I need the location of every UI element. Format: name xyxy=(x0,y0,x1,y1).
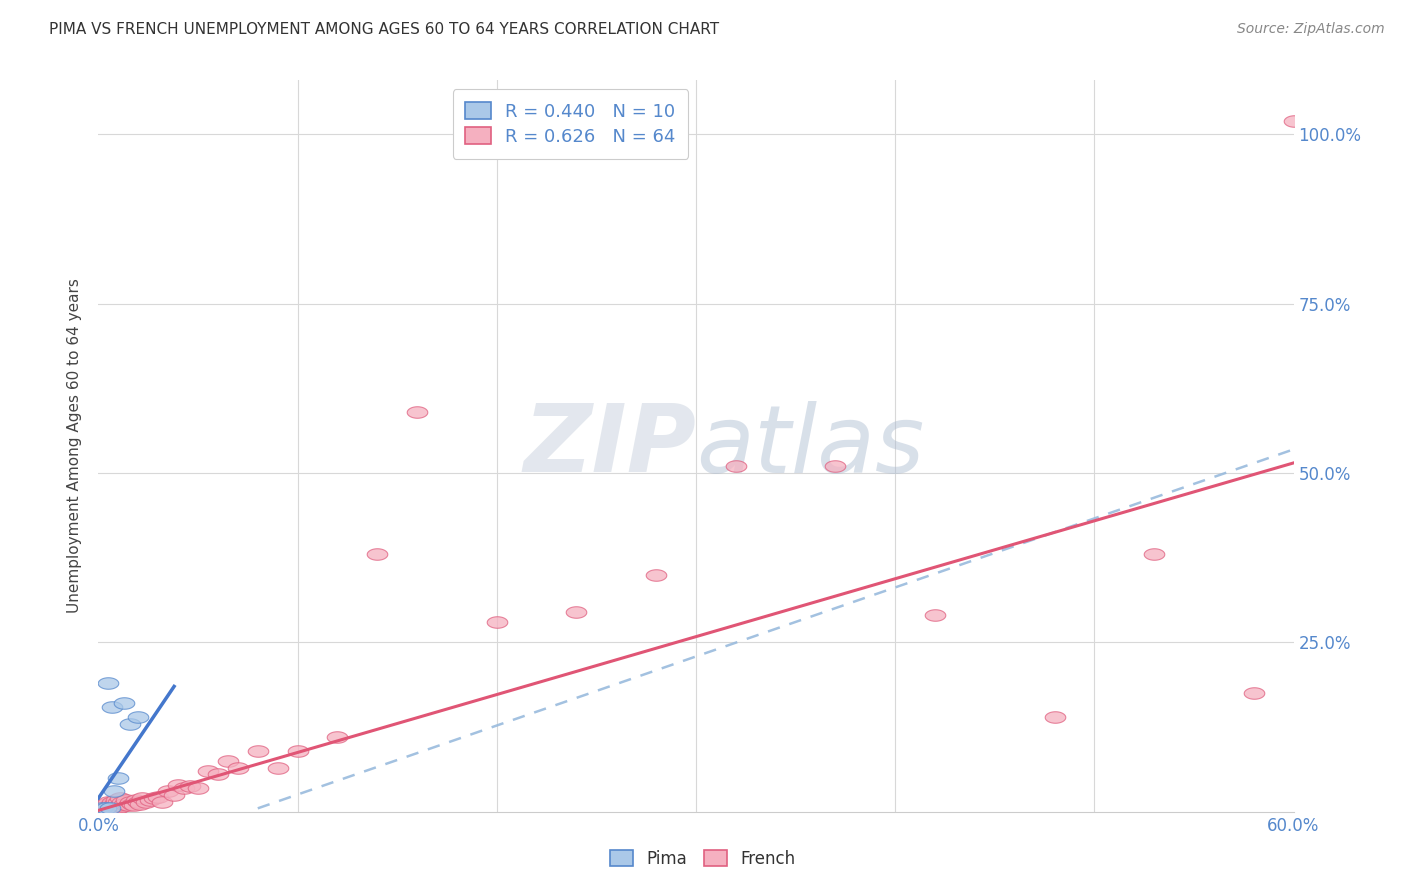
Point xyxy=(485,615,508,629)
Point xyxy=(217,754,239,768)
Point xyxy=(111,795,134,809)
Point xyxy=(226,761,249,775)
Point xyxy=(197,764,219,778)
Point xyxy=(101,699,124,714)
Point xyxy=(91,801,114,815)
Point xyxy=(127,710,149,724)
Point xyxy=(105,792,128,806)
Point xyxy=(96,802,118,816)
Legend: R = 0.440   N = 10, R = 0.626   N = 64: R = 0.440 N = 10, R = 0.626 N = 64 xyxy=(453,89,688,159)
Legend: Pima, French: Pima, French xyxy=(603,844,803,875)
Point xyxy=(267,761,290,775)
Point xyxy=(97,795,120,809)
Point xyxy=(97,800,120,814)
Point xyxy=(135,795,157,809)
Point xyxy=(1143,547,1166,561)
Point xyxy=(93,797,115,812)
Point xyxy=(179,779,201,793)
Point xyxy=(645,567,668,582)
Point xyxy=(103,784,125,798)
Point xyxy=(924,608,946,623)
Point xyxy=(115,792,138,806)
Point xyxy=(724,459,747,474)
Point xyxy=(173,780,195,795)
Point xyxy=(120,795,142,809)
Point xyxy=(326,730,349,744)
Point xyxy=(366,547,388,561)
Point xyxy=(96,801,118,815)
Point xyxy=(110,797,132,812)
Point xyxy=(131,791,153,805)
Point xyxy=(148,789,170,804)
Point xyxy=(120,716,142,731)
Point xyxy=(287,744,309,758)
Point xyxy=(187,780,209,795)
Point xyxy=(91,803,114,817)
Point xyxy=(98,797,122,812)
Point xyxy=(246,744,269,758)
Point xyxy=(150,795,173,809)
Y-axis label: Unemployment Among Ages 60 to 64 years: Unemployment Among Ages 60 to 64 years xyxy=(67,278,83,614)
Point xyxy=(143,791,166,805)
Point xyxy=(101,799,124,814)
Text: PIMA VS FRENCH UNEMPLOYMENT AMONG AGES 60 TO 64 YEARS CORRELATION CHART: PIMA VS FRENCH UNEMPLOYMENT AMONG AGES 6… xyxy=(49,22,720,37)
Point xyxy=(110,791,132,805)
Point xyxy=(124,797,146,812)
Point xyxy=(163,788,186,802)
Text: Source: ZipAtlas.com: Source: ZipAtlas.com xyxy=(1237,22,1385,37)
Point xyxy=(127,795,149,809)
Point xyxy=(129,797,152,811)
Point xyxy=(98,801,122,815)
Point xyxy=(103,797,125,811)
Text: ZIP: ZIP xyxy=(523,400,696,492)
Point xyxy=(824,459,846,474)
Point xyxy=(121,797,143,811)
Point xyxy=(91,799,114,814)
Point xyxy=(1243,686,1265,700)
Point xyxy=(89,801,111,815)
Point xyxy=(96,797,118,811)
Text: atlas: atlas xyxy=(696,401,924,491)
Point xyxy=(1282,114,1305,128)
Point xyxy=(167,778,190,792)
Point xyxy=(112,797,135,811)
Point xyxy=(107,795,129,809)
Point xyxy=(107,771,129,785)
Point xyxy=(406,405,429,419)
Point xyxy=(111,799,134,814)
Point xyxy=(125,792,148,806)
Point xyxy=(565,605,588,619)
Point xyxy=(103,801,125,815)
Point xyxy=(157,784,180,798)
Point xyxy=(105,799,128,814)
Point xyxy=(93,801,115,815)
Point xyxy=(117,797,139,812)
Point xyxy=(107,800,129,814)
Point xyxy=(98,801,122,815)
Point xyxy=(112,697,135,711)
Point xyxy=(207,767,229,781)
Point xyxy=(1043,710,1066,724)
Point xyxy=(139,792,162,806)
Point xyxy=(101,795,124,809)
Point xyxy=(97,676,120,690)
